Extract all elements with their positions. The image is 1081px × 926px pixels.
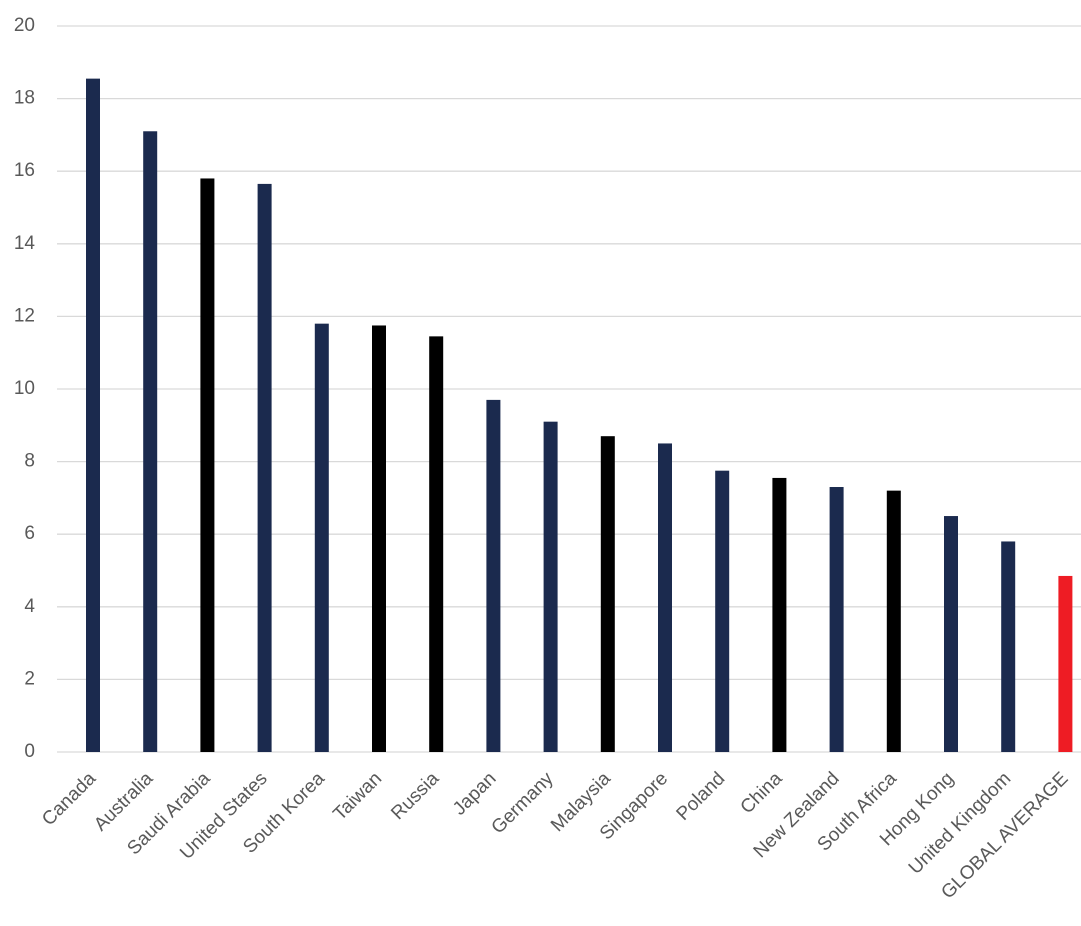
y-tick-label: 8	[24, 451, 35, 472]
bar	[944, 516, 958, 752]
x-tick-label: Germany	[488, 768, 558, 838]
x-tick-label: Japan	[449, 768, 500, 819]
bar	[772, 477, 787, 752]
y-tick-label: 0	[24, 741, 35, 762]
y-tick-label: 2	[24, 668, 35, 689]
bar	[600, 436, 615, 752]
bar	[86, 78, 100, 752]
bar	[543, 421, 558, 752]
bar	[143, 131, 158, 752]
bar	[1001, 541, 1016, 752]
y-tick-label: 20	[14, 15, 35, 36]
bar	[715, 470, 730, 752]
y-tick-label: 16	[14, 160, 35, 181]
y-tick-label: 6	[24, 523, 35, 544]
bar	[886, 490, 901, 752]
bar	[429, 336, 444, 752]
bar	[1058, 575, 1073, 752]
x-tick-label: China	[737, 768, 787, 818]
bar	[486, 399, 501, 752]
bar	[200, 178, 215, 752]
y-tick-label: 12	[14, 305, 35, 326]
bar	[829, 487, 844, 752]
y-tick-label: 4	[24, 596, 35, 617]
y-tick-label: 18	[14, 88, 35, 109]
y-tick-label: 14	[14, 233, 36, 254]
bar	[314, 323, 329, 752]
x-tick-label: Taiwan	[329, 768, 386, 825]
y-tick-label: 10	[14, 378, 35, 399]
x-tick-label: Russia	[387, 768, 443, 824]
bar	[372, 325, 386, 752]
bar	[658, 443, 672, 752]
bar	[257, 183, 272, 752]
x-tick-label: United Kingdom	[905, 768, 1015, 878]
x-tick-label: Poland	[673, 768, 730, 825]
